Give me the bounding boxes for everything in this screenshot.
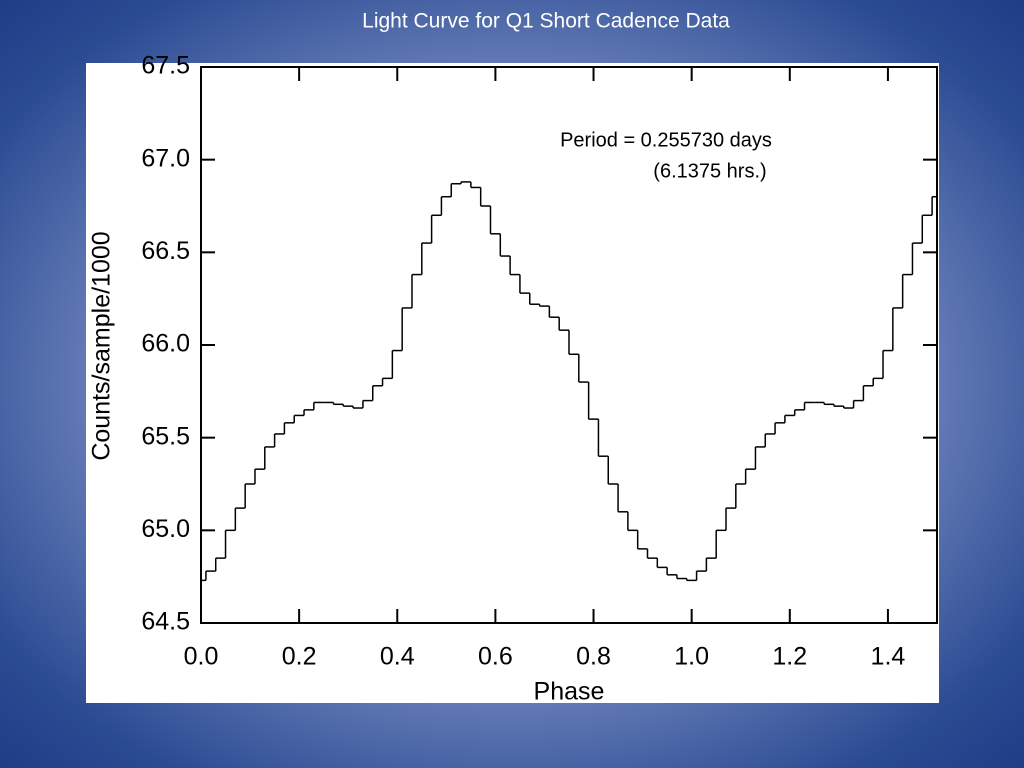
y-tick-label: 67.5 (141, 52, 190, 80)
x-axis-label: Phase (534, 678, 605, 706)
x-tick-label: 1.4 (871, 643, 906, 671)
x-tick-label: 0.6 (478, 643, 513, 671)
y-tick-label: 66.0 (141, 330, 190, 358)
x-tick-label: 1.0 (674, 643, 709, 671)
plot-area (201, 181, 937, 582)
y-tick-label: 64.5 (141, 608, 190, 636)
y-tick-label: 65.5 (141, 422, 190, 450)
x-tick-label: 0.8 (576, 643, 611, 671)
y-tick-label: 66.5 (141, 237, 190, 265)
annotation: (6.1375 hrs.) (653, 160, 766, 182)
y-tick-label: 67.0 (141, 144, 190, 172)
x-tick-label: 1.2 (772, 643, 807, 671)
y-axis-label: Counts/sample/1000 (88, 231, 116, 460)
x-tick-label: 0.2 (282, 643, 317, 671)
y-tick-label: 65.0 (141, 515, 190, 543)
chart-title: Light Curve for Q1 Short Cadence Data (362, 10, 730, 33)
chart-panel (86, 63, 939, 703)
x-tick-label: 0.0 (184, 643, 219, 671)
annotation: Period = 0.255730 days (560, 129, 772, 151)
x-tick-label: 0.4 (380, 643, 415, 671)
